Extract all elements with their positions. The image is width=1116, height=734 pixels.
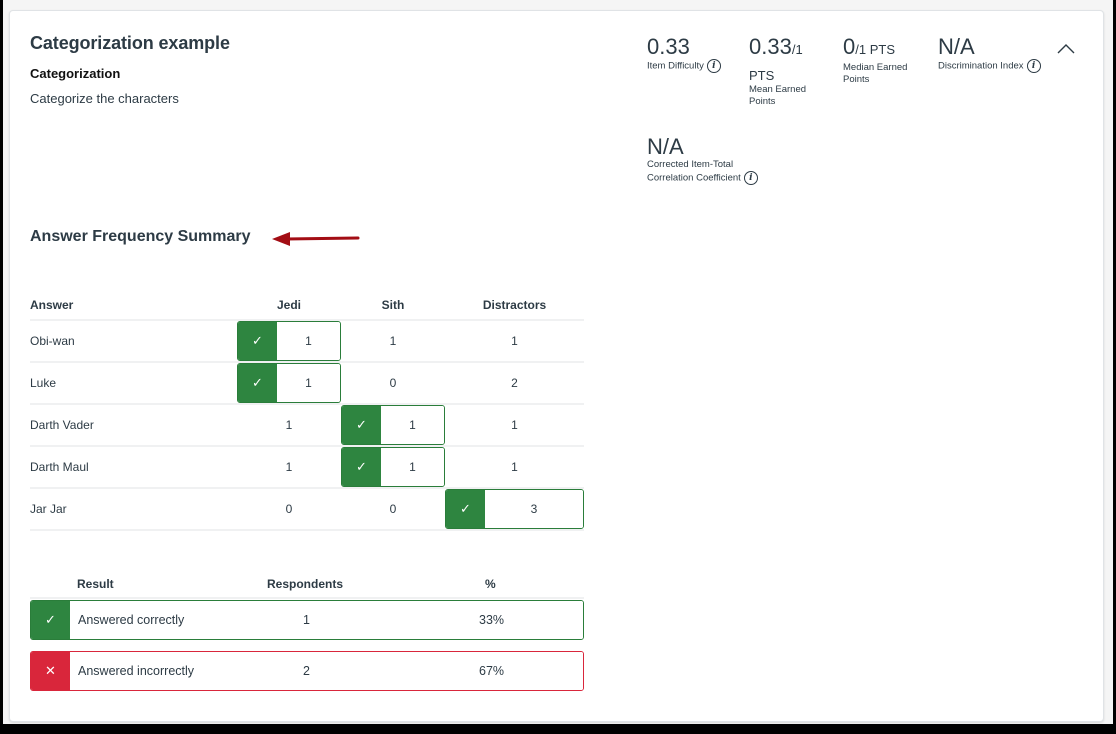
header-jedi: Jedi xyxy=(237,291,341,321)
mean-earned-label-2: Points xyxy=(749,96,776,107)
table-row: Jar Jar 0 0 ✓ 3 xyxy=(30,488,584,531)
distractors-cell: ✓ 3 xyxy=(445,488,584,531)
jedi-cell: ✓ 1 xyxy=(237,320,341,363)
count-value: 1 xyxy=(277,364,340,402)
answer-cell: Darth Maul xyxy=(30,446,237,489)
mean-earned-label-1: Mean Earned xyxy=(749,84,807,95)
info-icon[interactable]: i xyxy=(743,171,758,185)
distractors-cell: 1 xyxy=(445,320,584,363)
screenshot-frame: Categorization example Categorization Ca… xyxy=(3,0,1113,724)
check-icon: ✓ xyxy=(342,406,381,444)
table-row: Darth Maul 1 ✓ 1 1 xyxy=(30,446,584,489)
count-value: 3 xyxy=(485,490,583,528)
question-text: Categorize the characters xyxy=(30,91,179,106)
result-respondents: 1 xyxy=(303,613,310,627)
median-earned-label-1: Median Earned xyxy=(843,62,908,73)
jedi-cell: 0 xyxy=(237,488,341,531)
count-value: 1 xyxy=(381,448,444,486)
corrected-item-total-label-1: Corrected Item-Total xyxy=(647,159,734,170)
check-icon: ✓ xyxy=(238,322,277,360)
correct-answer-cell: ✓ 3 xyxy=(445,489,584,529)
count-value: 1 xyxy=(381,406,444,444)
question-type: Categorization xyxy=(30,66,121,81)
answer-frequency-table: Answer Jedi Sith Distractors Obi-wan ✓ 1 1 1… xyxy=(30,291,584,531)
table-row: Darth Vader 1 ✓ 1 1 xyxy=(30,404,584,447)
info-icon[interactable]: i xyxy=(706,59,721,73)
mean-earned-max: /1 xyxy=(791,42,803,57)
mean-earned-value: 0.33 xyxy=(749,34,792,59)
result-percent: 67% xyxy=(479,664,505,678)
result-row-incorrect: ✕ Answered incorrectly 2 67% xyxy=(30,651,584,691)
sith-cell: 0 xyxy=(341,488,445,531)
header-result: Result xyxy=(77,577,114,591)
discrimination-index-label: Discrimination Index xyxy=(938,60,1024,72)
table-row: Obi-wan ✓ 1 1 1 xyxy=(30,320,584,363)
check-icon: ✓ xyxy=(238,364,277,402)
header-answer: Answer xyxy=(30,291,237,321)
item-difficulty-value: 0.33 xyxy=(647,34,690,59)
header-distractors: Distractors xyxy=(445,291,584,321)
corrected-item-total-value: N/A xyxy=(647,134,684,159)
result-respondents: 2 xyxy=(303,664,310,678)
item-difficulty-label: Item Difficulty xyxy=(647,60,704,72)
question-title: Categorization example xyxy=(30,33,230,53)
result-label: Answered incorrectly xyxy=(78,664,195,678)
answer-frequency-title: Answer Frequency Summary xyxy=(30,228,251,245)
distractors-cell: 1 xyxy=(445,404,584,447)
table-row: Luke ✓ 1 0 2 xyxy=(30,362,584,405)
correct-answer-cell: ✓ 1 xyxy=(341,405,445,445)
sith-cell: 1 xyxy=(341,320,445,363)
correct-answer-cell: ✓ 1 xyxy=(341,447,445,487)
question-stats-card: Categorization example Categorization Ca… xyxy=(9,10,1104,722)
discrimination-index-value: N/A xyxy=(938,34,975,59)
table-header-row: Answer Jedi Sith Distractors xyxy=(30,291,584,321)
median-earned-label-2: Points xyxy=(843,74,870,85)
answer-cell: Luke xyxy=(30,362,237,405)
check-icon: ✓ xyxy=(342,448,381,486)
header-percent: % xyxy=(485,577,496,591)
jedi-cell: 1 xyxy=(237,404,341,447)
corrected-item-total-label-2: Correlation Coefficient xyxy=(647,172,741,184)
stat-item-difficulty: 0.33 Item Difficulty i xyxy=(647,35,721,73)
median-earned-value: 0 xyxy=(843,34,856,59)
stat-discrimination-index: N/A Discrimination Index i xyxy=(938,35,1041,73)
correct-answer-cell: ✓ 1 xyxy=(237,321,341,361)
check-icon: ✓ xyxy=(31,601,70,639)
check-icon: ✓ xyxy=(446,490,485,528)
stat-mean-earned: 0.33/1 PTS Mean Earned Points xyxy=(749,35,806,108)
sith-cell: 0 xyxy=(341,362,445,405)
stat-corrected-item-total: N/A Corrected Item-Total Correlation Coe… xyxy=(647,135,758,185)
result-percent: 33% xyxy=(479,613,505,627)
answer-cell: Obi-wan xyxy=(30,320,237,363)
collapse-chevron-up-icon[interactable] xyxy=(1056,41,1076,55)
answer-cell: Jar Jar xyxy=(30,488,237,531)
annotation-arrow-icon xyxy=(272,232,360,246)
jedi-cell: ✓ 1 xyxy=(237,362,341,405)
count-value: 1 xyxy=(277,322,340,360)
answer-cell: Darth Vader xyxy=(30,404,237,447)
jedi-cell: 1 xyxy=(237,446,341,489)
header-sith: Sith xyxy=(341,291,445,321)
correct-answer-cell: ✓ 1 xyxy=(237,363,341,403)
result-row-correct: ✓ Answered correctly 1 33% xyxy=(30,600,584,640)
median-earned-max: /1 PTS xyxy=(855,42,895,57)
mean-earned-unit: PTS xyxy=(749,68,775,83)
info-icon[interactable]: i xyxy=(1026,59,1041,73)
distractors-cell: 1 xyxy=(445,446,584,489)
stat-median-earned: 0/1 PTS Median Earned Points xyxy=(843,35,907,86)
sith-cell: ✓ 1 xyxy=(341,404,445,447)
result-label: Answered correctly xyxy=(78,613,185,627)
results-header-row: Result Respondents % xyxy=(30,571,584,599)
cross-icon: ✕ xyxy=(31,652,70,690)
distractors-cell: 2 xyxy=(445,362,584,405)
header-respondents: Respondents xyxy=(267,577,344,591)
sith-cell: ✓ 1 xyxy=(341,446,445,489)
